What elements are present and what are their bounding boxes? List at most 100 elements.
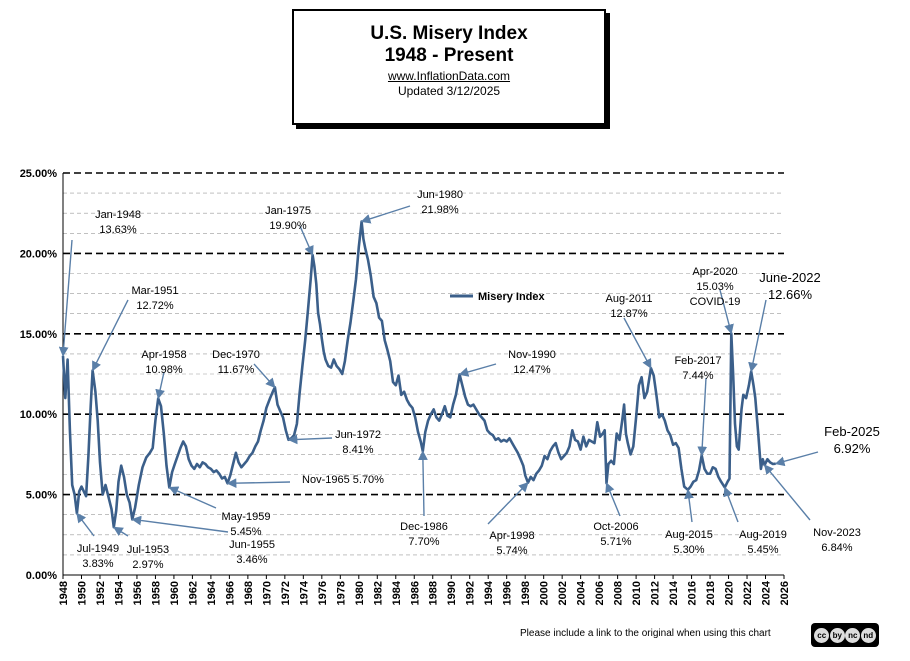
annotation-label: Feb-2017	[674, 355, 721, 367]
cc-license-badge[interactable]: cc by nc nd	[811, 623, 879, 647]
annotation-label: Jun-1980	[417, 189, 463, 201]
annotation-arrow	[719, 289, 734, 335]
x-tick-label: 1994	[483, 580, 495, 605]
annotation-label: May-1959	[222, 511, 271, 523]
annotation-arrow	[58, 239, 73, 357]
annotation-label: Dec-1970	[212, 349, 260, 361]
annotation-arrow	[168, 486, 217, 509]
annotation-value: 5.45%	[747, 544, 778, 556]
annotation-arrow	[487, 481, 529, 525]
chart-subtitle: 1948 - Present	[384, 45, 514, 66]
source-link[interactable]: www.InflationData.com	[387, 69, 511, 83]
annotation-arrow	[76, 512, 95, 537]
annotation-label: Apr-1958	[141, 349, 186, 361]
x-tick-label: 1958	[150, 581, 162, 605]
annotation-arrow	[287, 434, 333, 445]
legend-label: Misery Index	[478, 291, 546, 303]
annotation-value: 12.47%	[513, 364, 551, 376]
y-tick-label: 5.00%	[26, 490, 57, 502]
x-tick-label: 1990	[446, 581, 458, 605]
title-box: U.S. Misery Index 1948 - Present www.Inf…	[292, 9, 606, 125]
x-tick-label: 1976	[317, 581, 329, 605]
annotation-text: Nov-1965 5.70%	[302, 474, 384, 486]
annotation-arrow	[697, 377, 708, 457]
annotation-label: Apr-2020	[692, 266, 737, 278]
annotation-value: 21.98%	[421, 204, 459, 216]
annotation-value: 6.84%	[821, 542, 852, 554]
annotation-arrow	[360, 205, 411, 224]
x-tick-label: 1968	[243, 581, 255, 605]
x-tick-label: 1960	[169, 581, 181, 605]
y-tick-label: 20.00%	[20, 248, 58, 260]
annotation-value: 2.97%	[132, 559, 163, 571]
annotation-arrow	[763, 464, 811, 521]
y-tick-label: 0.00%	[26, 570, 57, 582]
x-tick-label: 1992	[465, 581, 477, 605]
x-tick-label: 2018	[705, 581, 717, 605]
annotation-label: Feb-2025	[824, 424, 880, 439]
x-tick-label: 1966	[224, 581, 236, 605]
annotation-value: 11.67%	[218, 364, 255, 376]
y-tick-label: 25.00%	[20, 168, 58, 180]
x-tick-label: 1982	[372, 581, 384, 605]
x-tick-label: 2010	[631, 581, 643, 605]
x-tick-label: 1984	[391, 580, 403, 605]
x-tick-label: 1956	[132, 581, 144, 605]
x-tick-label: 1962	[187, 581, 199, 605]
x-tick-label: 2016	[687, 581, 699, 605]
annotation-arrow	[131, 515, 229, 533]
annotation-label: Oct-2006	[593, 521, 638, 533]
annotation-value: 19.90%	[269, 220, 307, 232]
by-icon: by	[829, 627, 845, 643]
footer-note: Please include a link to the original wh…	[520, 628, 771, 639]
annotation-label: Aug-2019	[739, 529, 787, 541]
annotation-arrow	[113, 526, 129, 537]
annotation-value: 5.45%	[230, 526, 261, 538]
annotation-value: 8.41%	[342, 444, 373, 456]
annotation-label: Nov-1990	[508, 349, 556, 361]
x-tick-label: 2024	[761, 580, 773, 605]
x-tick-label: 1972	[280, 581, 292, 605]
x-tick-label: 2026	[779, 581, 791, 605]
annotation-arrow	[605, 482, 621, 517]
annotation-value: 13.63%	[99, 224, 137, 236]
x-tick-label: 2020	[724, 581, 736, 605]
annotation-arrow	[458, 363, 497, 377]
annotation-value: 12.72%	[136, 300, 174, 312]
x-tick-label: 2008	[613, 581, 625, 605]
x-tick-label: 1964	[206, 580, 218, 605]
updated-date: Updated 3/12/2025	[397, 84, 501, 98]
annotation-label: Apr-1998	[489, 530, 534, 542]
annotation-label: Mar-1951	[131, 285, 178, 297]
annotation-value: 12.87%	[610, 308, 648, 320]
annotation-arrow	[723, 486, 739, 523]
annotation-label: Jun-1955	[229, 539, 275, 551]
x-tick-label: 1970	[261, 581, 273, 605]
nc-icon: nc	[845, 627, 861, 643]
annotation-arrow	[748, 299, 767, 373]
annotation-value: 15.03%	[696, 281, 734, 293]
annotation-label: Jul-1953	[127, 544, 169, 556]
x-tick-label: 1998	[520, 581, 532, 605]
annotation-value: 10.98%	[145, 364, 183, 376]
x-tick-label: 1986	[409, 581, 421, 605]
annotation-value: 5.71%	[600, 536, 631, 548]
annotation-label: Jun-1972	[335, 429, 381, 441]
annotation-arrow	[91, 299, 129, 372]
annotation-label: Dec-1986	[400, 521, 448, 533]
x-tick-label: 2006	[594, 581, 606, 605]
annotation-arrow	[155, 371, 165, 400]
cc-icon: cc	[814, 627, 830, 643]
nd-icon: nd	[860, 627, 876, 643]
annotation-value: 12.66%	[768, 287, 813, 302]
annotation-value: 5.30%	[673, 544, 704, 556]
annotation-value: 7.70%	[408, 536, 439, 548]
annotation-arrow	[684, 488, 694, 523]
annotation-extra: COVID-19	[690, 296, 741, 308]
chart-title: U.S. Misery Index	[370, 23, 528, 44]
x-tick-label: 1950	[76, 581, 88, 605]
x-tick-label: 2002	[557, 581, 569, 605]
x-tick-label: 1954	[113, 580, 125, 605]
annotation-arrow	[253, 363, 276, 389]
